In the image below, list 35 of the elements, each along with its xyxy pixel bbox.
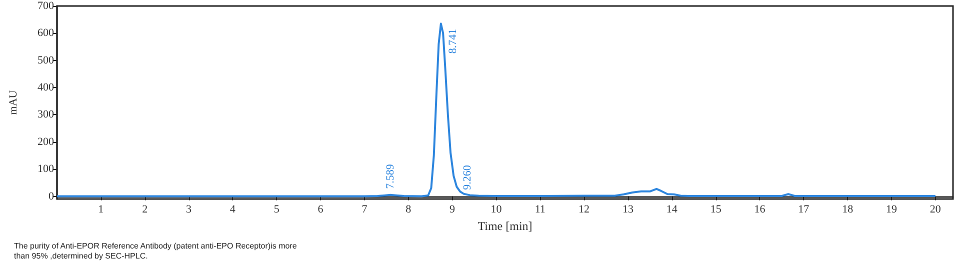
x-tick-label: 1 (98, 204, 104, 216)
y-tick-label: 0 (48, 190, 54, 202)
x-tick-label: 16 (754, 204, 766, 216)
x-tick-label: 2 (142, 204, 148, 216)
x-tick-label: 3 (186, 204, 192, 216)
line-series (56, 22, 936, 198)
x-tick-label: 13 (622, 204, 634, 216)
x-axis-title: Time [min] (478, 218, 532, 233)
x-tick-label: 14 (666, 204, 678, 216)
x-tick-label: 6 (318, 204, 324, 216)
x-tick-label: 20 (930, 204, 942, 216)
y-tick-label: 600 (38, 27, 54, 40)
x-tick-label: 5 (274, 204, 280, 216)
x-tick-label: 15 (710, 204, 722, 216)
annotation: 9.260 (462, 164, 474, 190)
y-tick-label: 100 (38, 163, 54, 176)
y-tick-label: 500 (38, 54, 54, 66)
x-tick-label: 10 (490, 204, 502, 216)
x-tick-label: 11 (534, 204, 546, 216)
x-tick-label: 8 (406, 204, 412, 216)
x-tick-label: 17 (798, 204, 810, 216)
x-tick-label: 12 (578, 204, 590, 216)
y-tick-label: 200 (38, 136, 54, 148)
x-tick-label: 19 (886, 204, 898, 216)
y-tick-label: 300 (38, 108, 54, 121)
annotation: 8.741 (446, 28, 459, 54)
x-tick-label: 9 (450, 204, 456, 216)
text: The purity of Anti-EPOR Reference Antibody (patent anti-EPO Receptor)is more than 95% ,determined by SEC-HPLC. (14, 242, 300, 260)
y-tick-label: 400 (38, 82, 54, 94)
y-axis-title: mAU (8, 90, 20, 115)
x-tick-label: 18 (842, 204, 854, 216)
x-tick-label: 4 (230, 204, 236, 216)
annotation: 7.589 (384, 164, 396, 189)
x-tick-label: 7 (362, 204, 368, 216)
y-tick-label: 700 (38, 0, 54, 12)
